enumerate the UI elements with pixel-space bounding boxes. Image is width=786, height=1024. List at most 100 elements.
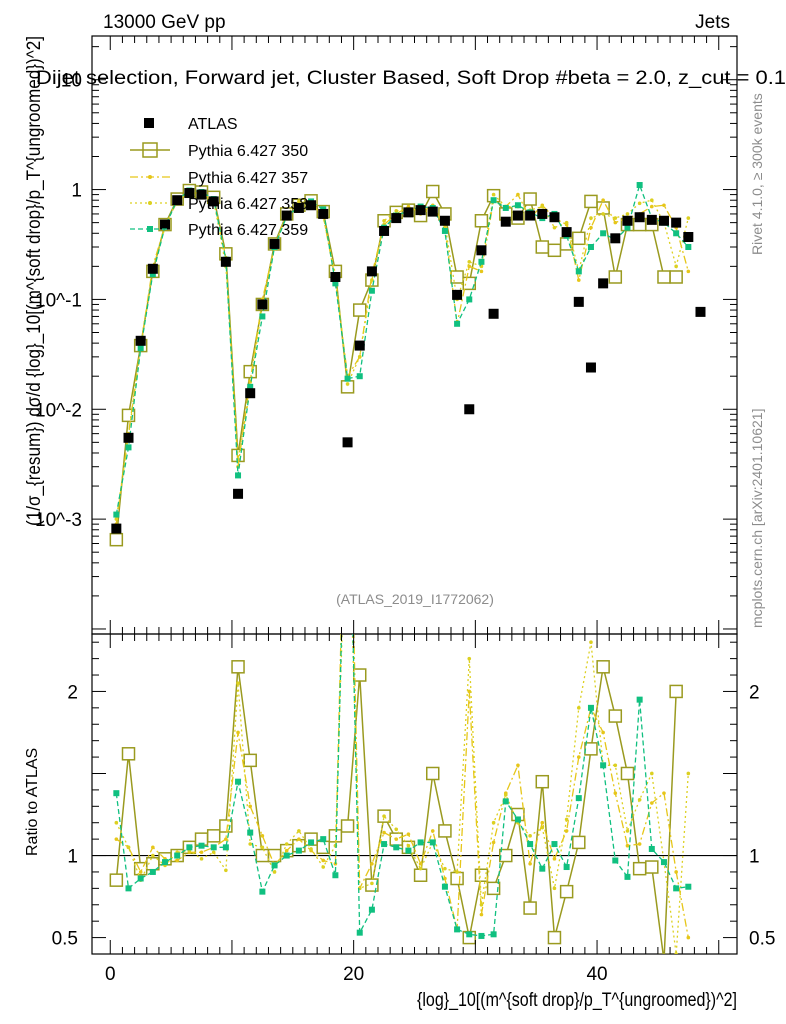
main-point-atlas: [379, 225, 390, 236]
main-point-atlas: [342, 437, 353, 448]
main-point-357: [650, 204, 654, 209]
main-point-359: [247, 383, 254, 390]
ratio-point-350: [231, 660, 245, 674]
main-point-357: [613, 220, 618, 225]
ratio-point-350: [486, 881, 501, 896]
main-point-350: [450, 270, 464, 284]
ratio-point-357: [370, 861, 374, 866]
ratio-point-358: [528, 834, 532, 838]
legend: ATLAS Pythia 6.427 350 Pythia 6.427 357 …: [130, 116, 308, 239]
ratio-point-358: [637, 797, 642, 802]
ratio-y-tick-label-right: 2: [749, 682, 760, 703]
main-point-atlas: [634, 212, 645, 223]
main-point-357: [576, 278, 581, 282]
ratio-point-358: [540, 825, 545, 830]
main-point-359: [344, 375, 351, 382]
main-point-350: [584, 194, 598, 209]
ratio-point-359: [673, 885, 680, 892]
main-point-atlas: [366, 266, 377, 277]
x-tick-label: 0: [105, 964, 116, 985]
main-point-358: [382, 218, 386, 223]
legend-marker-359: [147, 226, 153, 232]
main-point-359: [441, 227, 448, 234]
ratio-point-359: [429, 839, 436, 846]
main-point-358: [650, 198, 654, 203]
ratio-point-350: [499, 848, 513, 863]
main-point-atlas: [695, 306, 706, 317]
ratio-point-358: [114, 820, 119, 825]
main-point-350: [572, 231, 586, 246]
ratio-point-357: [151, 845, 155, 850]
main-point-358: [357, 355, 362, 359]
main-point-358: [601, 212, 605, 216]
main-point-358: [637, 201, 642, 206]
main-point-359: [502, 204, 509, 211]
y-tick-label: 10^-1: [35, 290, 82, 311]
legend-label-358: Pythia 6.427 358: [188, 196, 308, 213]
ratio-point-358: [443, 866, 447, 871]
ratio-point-359: [283, 852, 290, 859]
main-point-359: [332, 280, 339, 287]
main-point-350: [547, 243, 562, 258]
ratio-point-359: [368, 906, 375, 913]
ratio-point-358: [503, 793, 508, 797]
main-point-atlas: [415, 205, 426, 216]
ratio-y-tick-label: 0.5: [52, 929, 78, 950]
main-point-atlas: [111, 523, 122, 534]
x-axis-label: {log}_10[(m^{soft drop}/p_T^{ungroomed})…: [417, 990, 737, 1011]
main-point-atlas: [208, 196, 219, 207]
main-point-359: [235, 472, 242, 479]
main-point-359: [673, 230, 680, 237]
main-point-atlas: [245, 388, 256, 399]
ratio-point-357: [224, 837, 228, 841]
ratio-point-358: [418, 866, 423, 871]
ratio-point-357: [552, 857, 557, 861]
ratio-point-357: [199, 850, 204, 855]
main-line-358: [115, 190, 689, 520]
ratio-point-357: [430, 829, 435, 833]
legend-label-359: Pythia 6.427 359: [188, 222, 308, 239]
main-point-358: [564, 220, 569, 225]
analysis-id: (ATLAS_2019_I1772062): [336, 591, 494, 607]
ratio-point-359: [600, 762, 607, 769]
ratio-point-357: [260, 834, 265, 838]
ratio-point-357: [516, 763, 520, 768]
ratio-point-359: [235, 778, 242, 785]
ratio-point-359: [308, 839, 315, 846]
main-point-359: [466, 296, 473, 303]
main-point-359: [259, 313, 266, 320]
legend-label-357: Pythia 6.427 357: [188, 170, 308, 187]
main-point-359: [685, 244, 692, 251]
ratio-point-357: [491, 840, 496, 845]
main-point-atlas: [622, 215, 633, 226]
y-tick-label: 10^-2: [35, 400, 82, 421]
ratio-point-359: [514, 816, 521, 823]
ratio-point-359: [685, 883, 692, 890]
main-point-atlas: [500, 216, 511, 227]
ratio-point-359: [660, 859, 667, 866]
legend-label-350: Pythia 6.427 350: [188, 143, 308, 160]
main-point-atlas: [610, 233, 621, 244]
energy-label: 13000 GeV pp: [103, 12, 226, 33]
main-point-358: [467, 260, 472, 264]
main-point-atlas: [330, 271, 341, 282]
ratio-point-350: [669, 684, 683, 699]
main-point-358: [491, 192, 496, 197]
ratio-point-359: [174, 852, 181, 859]
ratio-point-358: [674, 952, 678, 954]
y-tick-label: 10: [61, 71, 82, 92]
ratio-point-358: [199, 857, 204, 861]
ratio-point-358: [126, 845, 131, 850]
ratio-point-358: [576, 706, 581, 710]
ratio-point-359: [259, 888, 266, 895]
ratio-y-tick-label-right: 0.5: [749, 929, 775, 950]
main-point-atlas: [135, 335, 146, 346]
ratio-point-357: [625, 843, 630, 848]
ratio-point-358: [370, 881, 374, 886]
ratio-point-358: [297, 829, 301, 833]
main-point-atlas: [318, 208, 329, 219]
ratio-point-350: [352, 668, 367, 682]
ratio-point-357: [175, 858, 179, 863]
ratio-point-359: [575, 795, 582, 802]
ratio-point-358: [248, 842, 253, 846]
